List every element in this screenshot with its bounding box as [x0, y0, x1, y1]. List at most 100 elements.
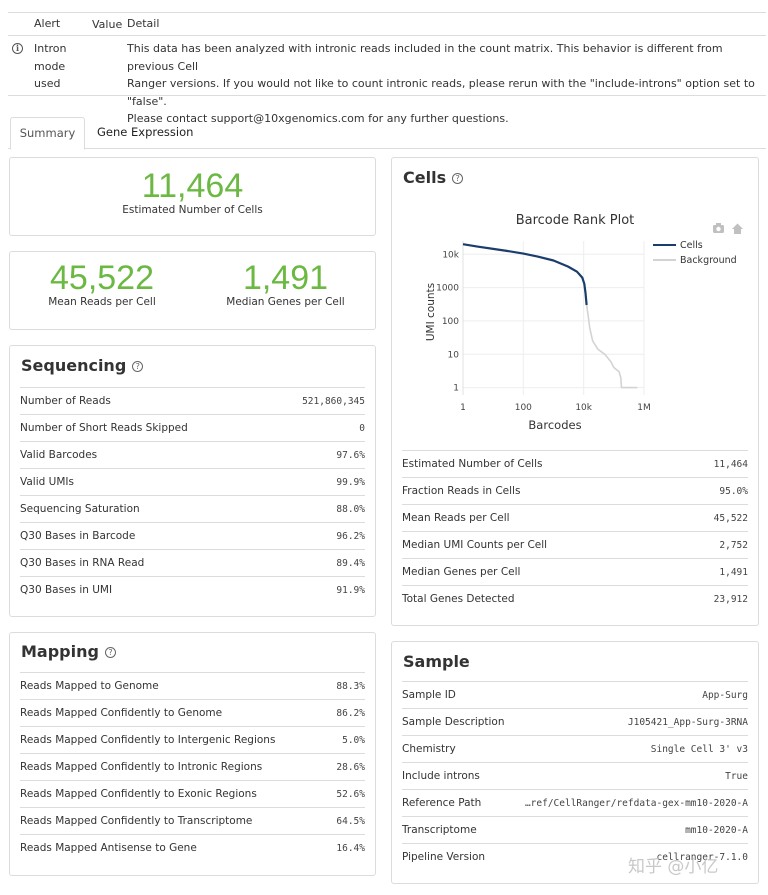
- reads-genes-card: 45,522 Mean Reads per Cell 1,491 Median …: [9, 251, 376, 330]
- metric-value: 5.0%: [342, 734, 365, 746]
- metric-label: Sample ID: [402, 689, 456, 701]
- metric-row: Reads Mapped to Genome 88.3%: [20, 672, 365, 699]
- metric-row: Number of Short Reads Skipped 0: [20, 414, 365, 441]
- metric-value: 89.4%: [336, 557, 365, 569]
- metric-row: Valid Barcodes 97.6%: [20, 441, 365, 468]
- alerts-table: Alert Value Detail i Intron mode used Th…: [8, 12, 766, 125]
- cells-title-text: Cells: [403, 168, 447, 187]
- metric-label: Number of Short Reads Skipped: [20, 422, 188, 434]
- home-icon[interactable]: [732, 223, 743, 235]
- metric-value: 96.2%: [336, 530, 365, 542]
- sample-table: Sample ID App-Surg Sample Description J1054…: [402, 681, 748, 870]
- metric-value: 23,912: [713, 593, 748, 605]
- metric-label: Reads Mapped Confidently to Transcriptom…: [20, 815, 253, 827]
- alert-detail: This data has been analyzed with introni…: [127, 40, 766, 125]
- metric-value: mm10-2020-A: [685, 824, 748, 836]
- chart-legend: Cells Background: [653, 240, 737, 266]
- metric-value: 28.6%: [336, 761, 365, 773]
- metric-value: 91.9%: [336, 584, 365, 596]
- tab-summary[interactable]: Summary: [10, 117, 85, 150]
- metric-label: Mean Reads per Cell: [402, 512, 510, 524]
- cells-title: Cells?: [403, 168, 464, 187]
- legend-label-background[interactable]: Background: [680, 255, 737, 266]
- alert-row: i Intron mode used This data has been an…: [8, 36, 766, 125]
- y-tick-label: 10: [448, 350, 460, 360]
- metric-label: Pipeline Version: [402, 851, 486, 863]
- estimated-cells-label: Estimated Number of Cells: [122, 204, 263, 216]
- metric-label: Reads Mapped Confidently to Exonic Regio…: [20, 788, 257, 800]
- metric-row: Number of Reads 521,860,345: [20, 387, 365, 414]
- mean-reads-value: 45,522: [50, 259, 154, 297]
- metric-value: 2,752: [719, 539, 748, 551]
- chart-title: Barcode Rank Plot: [516, 213, 635, 228]
- sequencing-title: Sequencing?: [21, 356, 144, 375]
- camera-icon[interactable]: [713, 223, 724, 233]
- metric-row: Transcriptome mm10-2020-A: [402, 816, 748, 843]
- mapping-title: Mapping?: [21, 642, 116, 661]
- metric-value: J105421_App-Surg-3RNA: [627, 716, 748, 728]
- watermark: 知乎 @小亿: [628, 857, 719, 877]
- x-tick-label: 1: [460, 403, 466, 413]
- metric-row: Sequencing Saturation 88.0%: [20, 495, 365, 522]
- alerts-header-value: Value: [92, 17, 123, 31]
- metric-label: Median Genes per Cell: [402, 566, 521, 578]
- metric-label: Include introns: [402, 770, 480, 782]
- median-genes-label: Median Genes per Cell: [226, 296, 345, 308]
- metric-row: Reads Mapped Confidently to Genome 86.2%: [20, 699, 365, 726]
- metric-row: Include introns True: [402, 762, 748, 789]
- metric-row: Q30 Bases in RNA Read 89.4%: [20, 549, 365, 576]
- metric-row: Reads Mapped Antisense to Gene 16.4%: [20, 834, 365, 861]
- cells-table: Estimated Number of Cells 11,464 Fraction …: [402, 450, 748, 612]
- alert-value: [92, 40, 127, 95]
- alert-detail-line: This data has been analyzed with introni…: [127, 42, 723, 73]
- alerts-header-row: Alert Value Detail: [8, 12, 766, 36]
- metric-label: Total Genes Detected: [402, 593, 515, 605]
- metric-row: Median UMI Counts per Cell 2,752: [402, 531, 748, 558]
- y-tick-label: 10k: [442, 250, 459, 260]
- metric-value: App-Surg: [702, 689, 748, 701]
- metric-label: Sequencing Saturation: [20, 503, 140, 515]
- metric-row: Reads Mapped Confidently to Exonic Regio…: [20, 780, 365, 807]
- help-icon[interactable]: ?: [452, 173, 464, 184]
- metric-label: Valid Barcodes: [20, 449, 98, 461]
- metric-value: …ref/CellRanger/refdata-gex-mm10-2020-A: [524, 797, 748, 809]
- metric-row: Chemistry Single Cell 3' v3: [402, 735, 748, 762]
- metric-value: 86.2%: [336, 707, 365, 719]
- metric-label: Q30 Bases in UMI: [20, 584, 113, 596]
- mapping-card: Mapping? Reads Mapped to Genome 88.3% Read…: [9, 632, 376, 876]
- estimated-cells-value: 11,464: [141, 167, 244, 205]
- tab-gene-expression[interactable]: Gene Expression: [97, 125, 194, 139]
- help-icon[interactable]: ?: [132, 361, 144, 372]
- x-tick-label: 10k: [575, 403, 592, 413]
- y-axis-label: UMI counts: [425, 283, 437, 341]
- alert-name-line: mode: [34, 59, 66, 73]
- metric-value: 0: [359, 422, 365, 434]
- cells-card: Cells? Barcode Rank Plot 1 100 10k 1M 1 10 100…: [391, 157, 759, 626]
- metric-value: 88.3%: [336, 680, 365, 692]
- metric-row: Median Genes per Cell 1,491: [402, 558, 748, 585]
- metric-value: 521,860,345: [302, 395, 365, 407]
- x-axis-label: Barcodes: [528, 418, 581, 432]
- sample-title: Sample: [403, 652, 470, 671]
- metric-value: 11,464: [713, 458, 748, 470]
- metric-value: 95.0%: [719, 485, 748, 497]
- metric-row: Mean Reads per Cell 45,522: [402, 504, 748, 531]
- metric-row: Q30 Bases in UMI 91.9%: [20, 576, 365, 603]
- metric-value: 64.5%: [336, 815, 365, 827]
- metric-row: Reads Mapped Confidently to Transcriptom…: [20, 807, 365, 834]
- legend-label-cells[interactable]: Cells: [680, 240, 703, 251]
- metric-row: Pipeline Version cellranger-7.1.0: [402, 843, 748, 870]
- metric-value: 1,491: [719, 566, 748, 578]
- background-series-line: [585, 304, 638, 389]
- metric-row: Reads Mapped Confidently to Intergenic R…: [20, 726, 365, 753]
- mapping-table: Reads Mapped to Genome 88.3% Reads Mapped …: [20, 672, 365, 861]
- metric-row: Sample Description J105421_App-Surg-3RNA: [402, 708, 748, 735]
- y-tick-label: 100: [442, 317, 459, 327]
- help-icon[interactable]: ?: [104, 647, 116, 658]
- estimated-cells-card: 11,464 Estimated Number of Cells: [9, 157, 376, 236]
- cells-series-line: [462, 243, 588, 306]
- alert-detail-line: Please contact support@10xgenomics.com f…: [127, 112, 509, 125]
- metric-value: Single Cell 3' v3: [650, 743, 748, 755]
- metric-label: Transcriptome: [402, 824, 477, 836]
- metric-row: Reference Path …ref/CellRanger/refdata-ge…: [402, 789, 748, 816]
